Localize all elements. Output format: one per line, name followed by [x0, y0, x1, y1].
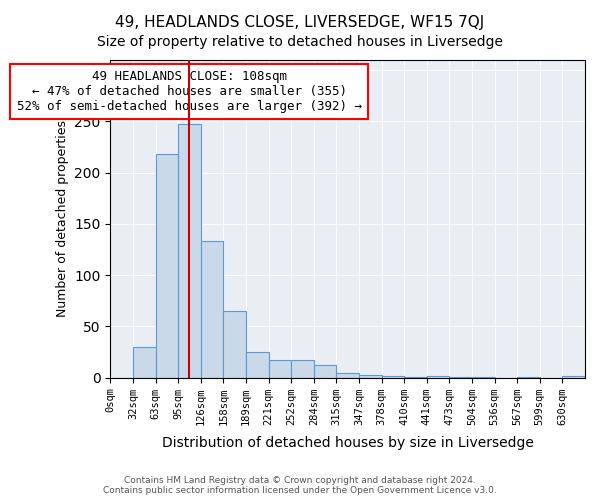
Bar: [291, 360, 314, 378]
Bar: [517, 376, 540, 378]
Bar: [201, 242, 223, 378]
Bar: [223, 311, 246, 378]
Bar: [133, 347, 155, 378]
Bar: [314, 366, 337, 378]
Bar: [359, 374, 382, 378]
Bar: [472, 376, 494, 378]
Bar: [382, 376, 404, 378]
X-axis label: Distribution of detached houses by size in Liversedge: Distribution of detached houses by size …: [162, 436, 533, 450]
Bar: [178, 124, 201, 378]
Text: Size of property relative to detached houses in Liversedge: Size of property relative to detached ho…: [97, 35, 503, 49]
Text: 49, HEADLANDS CLOSE, LIVERSEDGE, WF15 7QJ: 49, HEADLANDS CLOSE, LIVERSEDGE, WF15 7Q…: [115, 15, 485, 30]
Y-axis label: Number of detached properties: Number of detached properties: [56, 120, 69, 318]
Text: 49 HEADLANDS CLOSE: 108sqm
← 47% of detached houses are smaller (355)
52% of sem: 49 HEADLANDS CLOSE: 108sqm ← 47% of deta…: [17, 70, 362, 113]
Bar: [337, 372, 359, 378]
Bar: [562, 376, 585, 378]
Text: Contains HM Land Registry data © Crown copyright and database right 2024.
Contai: Contains HM Land Registry data © Crown c…: [103, 476, 497, 495]
Bar: [246, 352, 269, 378]
Bar: [269, 360, 291, 378]
Bar: [449, 376, 472, 378]
Bar: [155, 154, 178, 378]
Bar: [427, 376, 449, 378]
Bar: [404, 376, 427, 378]
